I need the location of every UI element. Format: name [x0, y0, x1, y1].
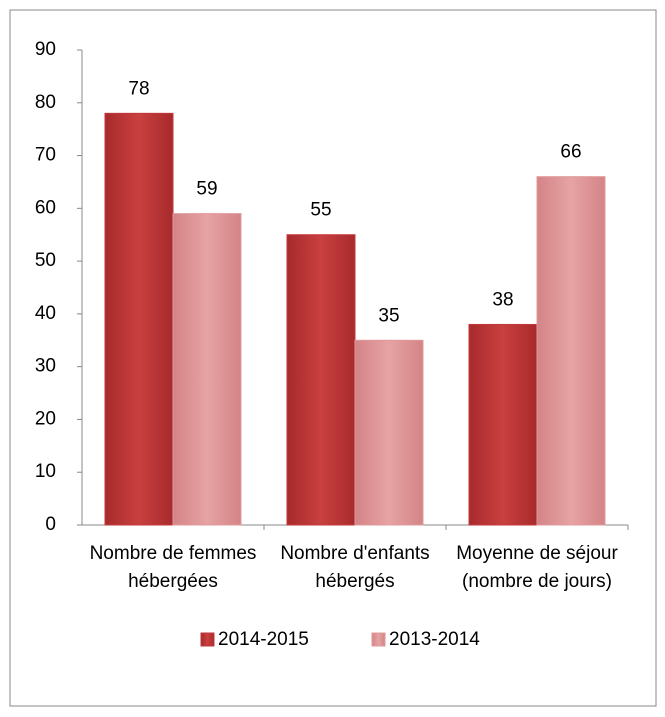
- data-label: 35: [378, 305, 399, 326]
- chart-border: [9, 9, 657, 707]
- y-tick-label: 60: [35, 197, 56, 218]
- y-tick-label: 50: [35, 250, 56, 271]
- bar: [354, 339, 424, 526]
- bar: [104, 112, 174, 526]
- x-tick-label: Moyenne de séjour (nombre de jours): [456, 543, 618, 592]
- data-label: 38: [492, 289, 513, 310]
- y-tick-label: 40: [35, 303, 56, 324]
- y-tick-label: 30: [35, 356, 56, 377]
- data-label: 78: [128, 78, 149, 99]
- y-tick-label: 90: [35, 39, 56, 60]
- y-tick-label: 20: [35, 408, 56, 429]
- bar: [536, 176, 606, 526]
- y-tick-label: 70: [35, 145, 56, 166]
- bar: [286, 234, 356, 526]
- legend-label: 2013-2014: [389, 629, 480, 650]
- x-tick-label: Nombre de femmes hébergées: [89, 543, 257, 592]
- bar: [172, 213, 242, 526]
- x-tick-label: Nombre d'enfants hébergés: [280, 543, 430, 592]
- y-tick-label: 80: [35, 92, 56, 113]
- y-tick-label: 0: [45, 514, 56, 535]
- legend-swatch: [200, 632, 215, 647]
- data-label: 59: [196, 179, 217, 200]
- y-tick-label: 10: [35, 461, 56, 482]
- legend-label: 2014-2015: [218, 629, 309, 650]
- data-label: 66: [560, 142, 581, 163]
- bar: [468, 323, 538, 526]
- legend-swatch: [371, 632, 386, 647]
- data-label: 55: [310, 200, 331, 221]
